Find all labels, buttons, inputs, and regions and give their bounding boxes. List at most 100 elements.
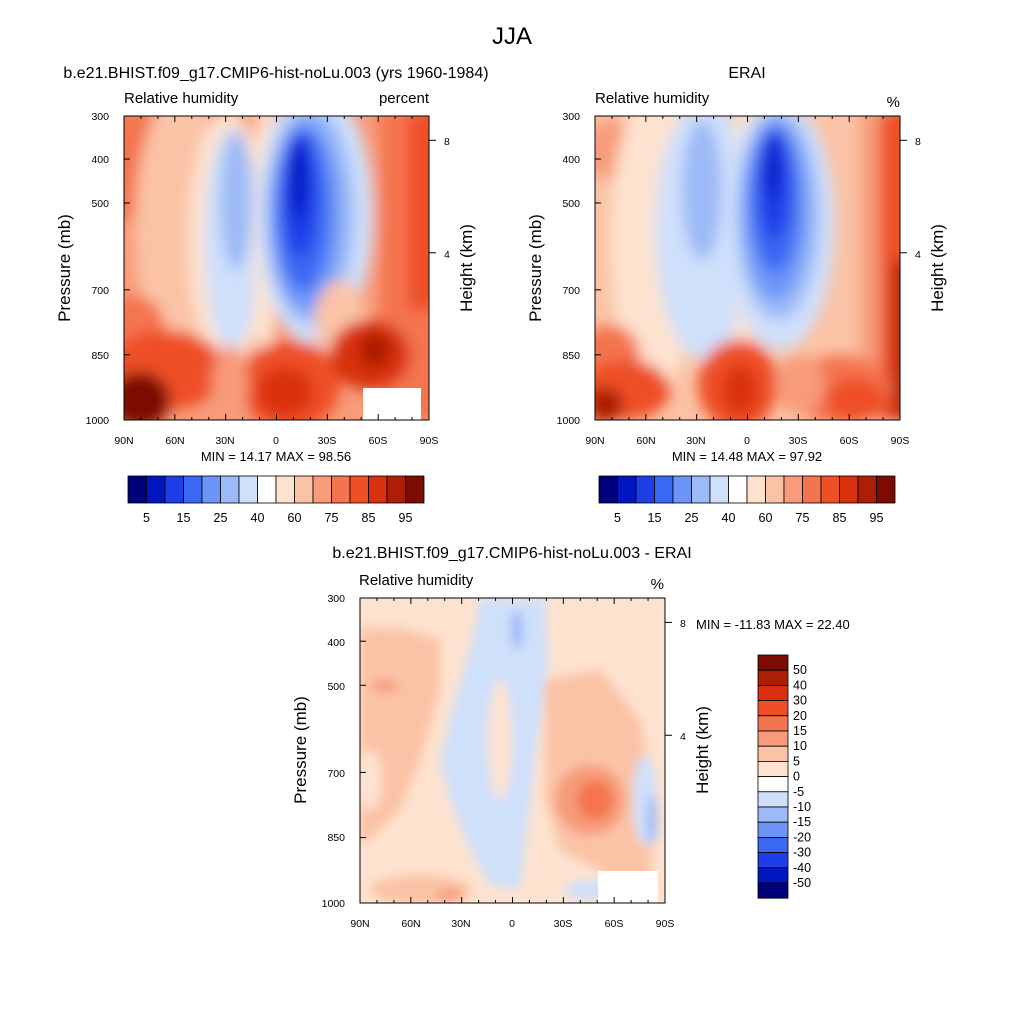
- colorbar-swatch: [783, 475, 803, 504]
- colorbar-label: 75: [796, 511, 810, 525]
- colorbar-swatch: [728, 475, 748, 504]
- panel-model-ytick-700: 700: [91, 285, 109, 297]
- colorbar-swatch: [691, 475, 711, 504]
- colorbar-label: 25: [214, 511, 228, 525]
- colorbar-label: -5: [793, 785, 804, 799]
- colorbar-label: 20: [793, 709, 807, 723]
- colorbar-label: -50: [793, 876, 811, 890]
- colorbar-swatch: [820, 475, 840, 504]
- panel-model: b.e21.BHIST.f09_g17.CMIP6-hist-noLu.003 …: [55, 65, 489, 525]
- colorbar-swatch: [238, 475, 258, 504]
- colorbar-swatch: [127, 475, 147, 504]
- panel-model-left-string: Relative humidity: [124, 90, 239, 107]
- panel-erai-title: ERAI: [728, 65, 765, 82]
- panel-erai-xtick-60S: 60S: [840, 435, 859, 447]
- panel-diff-title: b.e21.BHIST.f09_g17.CMIP6-hist-noLu.003 …: [332, 545, 691, 562]
- panel-erai-yrtick-4: 4: [915, 249, 921, 261]
- panel-model-ytick-500: 500: [91, 198, 109, 210]
- panel-diff-yrtick-8: 8: [680, 618, 686, 630]
- colorbar-swatch: [275, 475, 295, 504]
- colorbar-swatch: [746, 475, 766, 504]
- panel-erai-ylabel-right: Height (km): [928, 224, 947, 312]
- panel-erai-xtick-60N: 60N: [636, 435, 655, 447]
- panel-diff-ytick-300: 300: [327, 593, 345, 605]
- figure-title: JJA: [492, 23, 532, 50]
- colorbar-swatch: [757, 837, 789, 854]
- colorbar-label: 30: [793, 694, 807, 708]
- panel-diff-ylabel: Pressure (mb): [291, 696, 310, 804]
- panel-model-colorbar: 5 15 25 40 60 75 85 95: [127, 475, 425, 525]
- panel-erai-xtick-30S: 30S: [789, 435, 808, 447]
- colorbar-swatch: [757, 761, 789, 778]
- panel-model-xtick-30S: 30S: [318, 435, 337, 447]
- colorbar-swatch: [201, 475, 221, 504]
- panel-diff-ytick-500: 500: [327, 681, 345, 693]
- panel-erai-left-string: Relative humidity: [595, 90, 710, 107]
- colorbar-swatch: [349, 475, 369, 504]
- panel-erai-xtick-90S: 90S: [891, 435, 910, 447]
- panel-erai-xtick-0: 0: [744, 435, 750, 447]
- colorbar-swatch: [802, 475, 822, 504]
- panel-erai-ytick-700: 700: [562, 285, 580, 297]
- colorbar-swatch: [757, 700, 789, 717]
- panel-model-xtick-0: 0: [273, 435, 279, 447]
- panel-diff-xtick-30N: 30N: [451, 918, 470, 930]
- colorbar-swatch: [220, 475, 240, 504]
- panel-model-ylabel-right: Height (km): [457, 224, 476, 312]
- colorbar-swatch: [146, 475, 166, 504]
- colorbar-swatch: [757, 715, 789, 732]
- colorbar-swatch: [331, 475, 351, 504]
- panel-diff-ylabel-right: Height (km): [693, 706, 712, 794]
- colorbar-label: 95: [870, 511, 884, 525]
- panel-model-xtick-30N: 30N: [215, 435, 234, 447]
- panel-erai-ytick-850: 850: [562, 350, 580, 362]
- colorbar-swatch: [368, 475, 388, 504]
- colorbar-swatch: [312, 475, 332, 504]
- panel-model-ytick-300: 300: [91, 111, 109, 123]
- colorbar-swatch: [839, 475, 859, 504]
- panel-model-yrtick-8: 8: [444, 136, 450, 148]
- panel-erai-field: [595, 116, 900, 420]
- panel-erai-ytick-1000: 1000: [557, 415, 581, 427]
- colorbar-swatch: [405, 475, 425, 504]
- colorbar-label: 5: [143, 511, 150, 525]
- panel-model-yrtick-4: 4: [444, 249, 450, 261]
- colorbar-label: 75: [325, 511, 339, 525]
- panel-model-ytick-850: 850: [91, 350, 109, 362]
- panel-model-ylabel: Pressure (mb): [55, 214, 74, 322]
- colorbar-swatch: [757, 685, 789, 702]
- panel-erai-ytick-400: 400: [562, 154, 580, 166]
- panel-diff-xtick-0: 0: [509, 918, 515, 930]
- colorbar-label: -10: [793, 800, 811, 814]
- colorbar-swatch: [164, 475, 184, 504]
- colorbar-label: 60: [288, 511, 302, 525]
- colorbar-swatch: [598, 475, 618, 504]
- panel-model-xtick-90N: 90N: [114, 435, 133, 447]
- colorbar-swatch: [635, 475, 655, 504]
- panel-diff-xtick-30S: 30S: [554, 918, 573, 930]
- colorbar-label: 40: [793, 678, 807, 692]
- colorbar-swatch: [757, 654, 789, 671]
- panel-erai-colorbar: 5 15 25 40 60 75 85 95: [598, 475, 896, 525]
- panel-erai-ylabel: Pressure (mb): [526, 214, 545, 322]
- panel-diff-field: [360, 598, 665, 903]
- colorbar-swatch: [765, 475, 785, 504]
- colorbar-label: -15: [793, 815, 811, 829]
- panel-diff-right-string: %: [651, 576, 664, 593]
- colorbar-label: 95: [399, 511, 413, 525]
- colorbar-label: 15: [177, 511, 191, 525]
- colorbar-swatch: [654, 475, 674, 504]
- colorbar-swatch: [757, 745, 789, 762]
- colorbar-label: 85: [833, 511, 847, 525]
- panel-diff-xtick-90N: 90N: [350, 918, 369, 930]
- colorbar-label: -40: [793, 861, 811, 875]
- colorbar-label: 10: [793, 739, 807, 753]
- panel-model-xtick-60N: 60N: [165, 435, 184, 447]
- colorbar-label: -30: [793, 846, 811, 860]
- panel-diff-yrtick-4: 4: [680, 731, 686, 743]
- colorbar-swatch: [757, 867, 789, 884]
- colorbar-swatch: [257, 475, 277, 504]
- colorbar-swatch: [183, 475, 203, 504]
